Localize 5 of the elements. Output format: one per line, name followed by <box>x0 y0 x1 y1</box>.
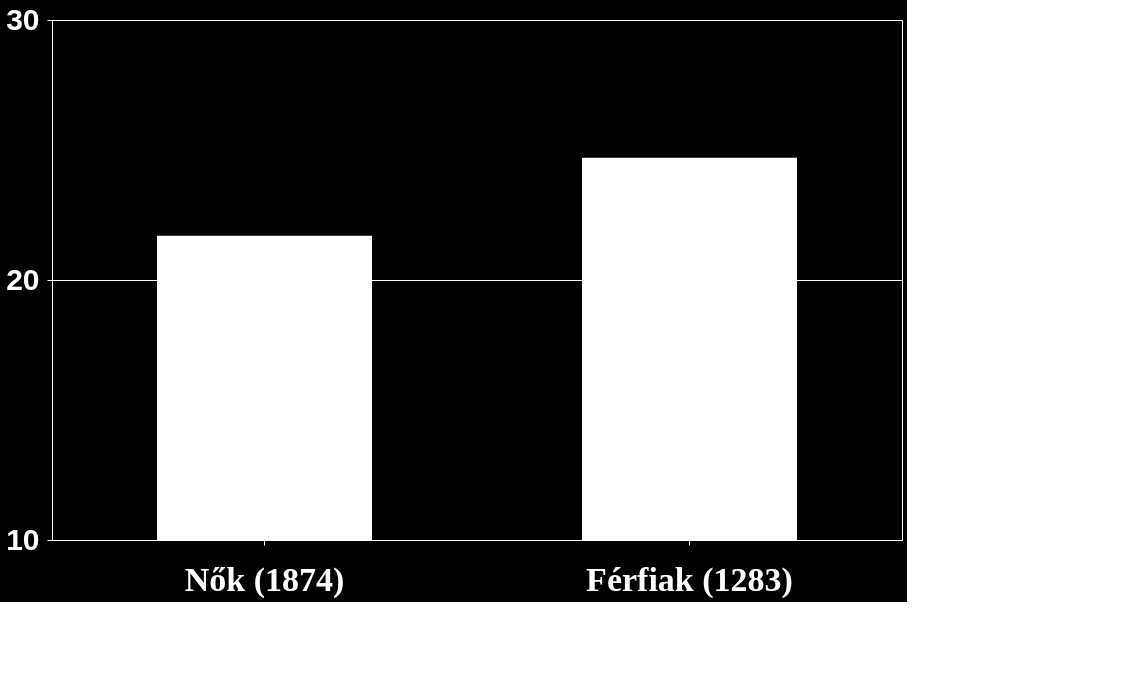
y-tick-label: 10 <box>6 522 40 556</box>
y-tick-label: 20 <box>6 262 40 296</box>
x-tick-label: Férfiak (1283) <box>586 560 793 599</box>
y-tick-label: 30 <box>6 2 40 36</box>
x-tick-label: Nők (1874) <box>184 560 345 599</box>
